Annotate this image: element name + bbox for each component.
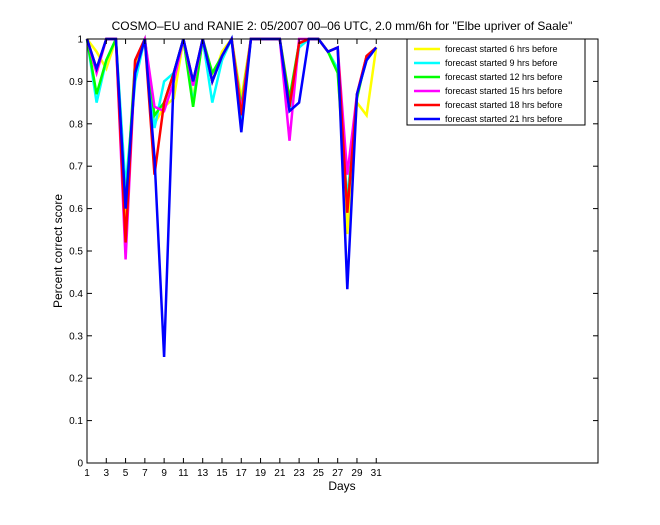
y-tick-label: 1 — [77, 35, 83, 46]
x-tick-label: 5 — [123, 468, 129, 479]
y-tick-label: 0.6 — [69, 204, 83, 215]
x-tick-label: 27 — [332, 468, 344, 479]
legend-label-1: forecast started 6 hrs before — [445, 44, 558, 54]
y-tick-label: 0 — [77, 459, 83, 470]
legend-label-2: forecast started 9 hrs before — [445, 58, 558, 68]
x-tick-label: 13 — [197, 468, 209, 479]
x-tick-label: 9 — [161, 468, 167, 479]
y-tick-label: 0.7 — [69, 162, 83, 173]
y-tick-label: 0.3 — [69, 331, 83, 342]
y-tick-label: 0.8 — [69, 119, 83, 130]
y-tick-label: 0.9 — [69, 77, 83, 88]
y-tick-label: 0.1 — [69, 416, 83, 427]
x-tick-label: 1 — [84, 468, 90, 479]
legend-label-4: forecast started 15 hrs before — [445, 86, 563, 96]
x-tick-label: 23 — [294, 468, 306, 479]
x-tick-label: 3 — [104, 468, 110, 479]
y-axis-label: Percent correct score — [51, 194, 65, 308]
legend-label-5: forecast started 18 hrs before — [445, 100, 563, 110]
y-tick-label: 0.5 — [69, 247, 83, 258]
y-tick-label: 0.4 — [69, 289, 83, 300]
legend-label-3: forecast started 12 hrs before — [445, 72, 563, 82]
chart-title: COSMO–EU and RANIE 2: 05/2007 00–06 UTC,… — [112, 19, 573, 33]
y-axis: 0 0.1 0.2 0.3 0.4 0.5 0.6 0.7 0.8 0.9 1 — [69, 35, 598, 470]
x-tick-label: 7 — [142, 468, 148, 479]
x-tick-label: 25 — [313, 468, 325, 479]
legend: forecast started 6 hrs before forecast st… — [406, 38, 586, 126]
x-tick-label: 17 — [236, 468, 248, 479]
x-axis-label: Days — [328, 479, 355, 493]
x-axis: 1 3 5 7 9 11 13 15 17 19 21 23 25 27 29 31 — [84, 39, 382, 479]
legend-label-6: forecast started 21 hrs before — [445, 114, 563, 124]
y-tick-label: 0.2 — [69, 374, 83, 385]
x-tick-label: 19 — [255, 468, 267, 479]
x-tick-label: 11 — [178, 468, 189, 479]
legend-box — [406, 38, 586, 126]
x-tick-label: 29 — [351, 468, 363, 479]
x-tick-label: 31 — [371, 468, 383, 479]
x-tick-label: 15 — [216, 468, 228, 479]
x-tick-label: 21 — [274, 468, 286, 479]
